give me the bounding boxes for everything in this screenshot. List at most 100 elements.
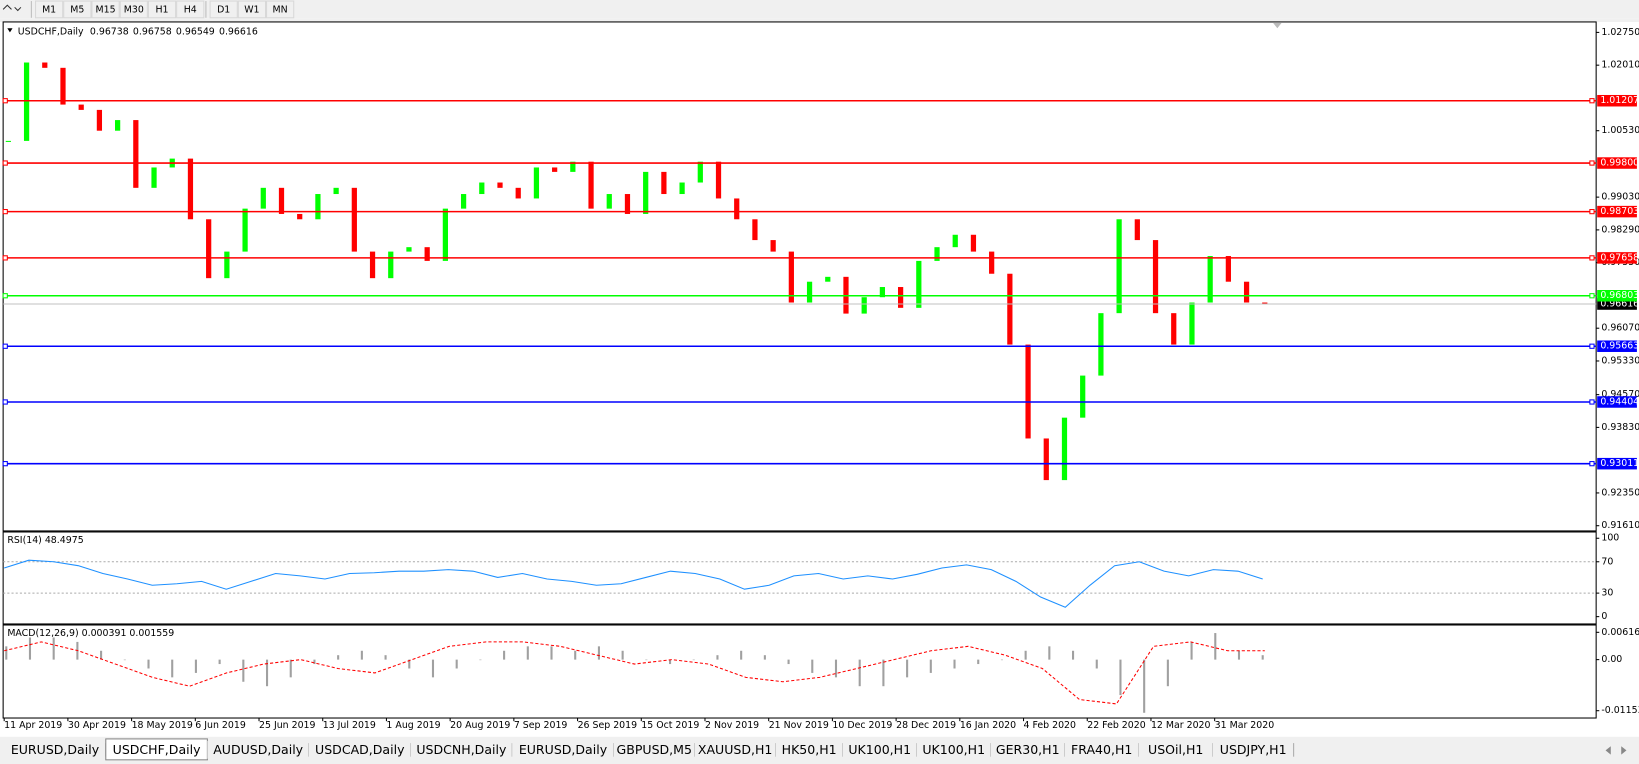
timeframe-label[interactable]: H4 [184,4,197,15]
macd-bar [621,650,624,660]
macd-bar [1166,659,1169,687]
tab[interactable] [990,741,1065,759]
y-tick-label: 0.95330 [1601,355,1639,366]
candle [1061,417,1068,481]
macd-bar [526,646,529,660]
candle [260,187,266,209]
candle [552,167,558,172]
tab[interactable] [842,741,917,759]
rsi-pane [2,531,1597,625]
candle [697,161,703,183]
tab[interactable] [775,741,843,759]
tab[interactable] [1064,741,1139,759]
candle [734,198,740,220]
macd-bar [1214,633,1217,660]
tab[interactable] [613,741,695,759]
level-handle [1589,160,1595,166]
timeframe-label[interactable]: H1 [155,4,168,15]
high: 0.96758 [133,26,172,37]
level-label-box [1597,94,1637,107]
timeframe-label[interactable]: M1 [42,4,56,15]
macd-bar [100,650,103,660]
toolbar-icon[interactable] [2,4,22,12]
timeframe-label[interactable]: MN [273,4,288,15]
candle [1225,256,1231,282]
tab[interactable] [410,741,513,759]
timeframe-button[interactable] [35,0,64,19]
timeframe-button[interactable] [119,0,148,19]
level-handle [2,160,8,166]
candle [460,194,467,209]
timeframe-label[interactable]: W1 [244,4,259,15]
candle [1152,240,1159,314]
macd-bar [597,646,600,660]
tab[interactable] [916,741,991,759]
tab-label[interactable]: UK100,H1 [848,742,911,757]
candle [369,251,376,279]
level-handle [1589,343,1595,349]
timeframe-button[interactable] [63,0,92,19]
timeframe-button[interactable] [266,0,295,19]
candle [1080,375,1086,418]
y-tick-label: -0.011531 [1601,705,1639,716]
macd-bar [1048,646,1051,660]
tab-label[interactable]: EURUSD,Daily [11,742,100,757]
y-tick-label: 1.02750 [1601,27,1639,38]
spacer [0,18,1639,22]
timeframe-button[interactable] [176,0,205,19]
current-price-label: 0.96616 [1600,299,1639,310]
tab-label[interactable]: GER30,H1 [996,742,1060,757]
candle [897,287,904,308]
low: 0.96549 [176,26,215,37]
tab[interactable] [308,741,411,759]
tab-label[interactable]: HK50,H1 [782,742,837,757]
tab-label[interactable]: UK100,H1 [922,742,985,757]
timeframe-label[interactable]: M15 [96,4,116,15]
macd-bar [123,659,126,661]
tab-label[interactable]: AUDUSD,Daily [213,742,303,757]
tab[interactable] [1212,741,1294,759]
tab-label[interactable]: EURUSD,Daily [519,742,608,757]
macd-bar [834,659,838,678]
y-tick-label: 0.94570 [1601,389,1639,400]
open: 0.96738 [90,26,129,37]
tab-label[interactable]: XAUUSD,H1 [698,742,772,757]
timeframe-button[interactable] [147,0,177,19]
tab-label[interactable]: GBPUSD,M5 [617,742,692,757]
macd-pane [2,624,1597,719]
level-handle [1589,461,1595,467]
timeframe-label[interactable]: M30 [124,4,144,15]
candle [934,247,940,261]
timeframe-label[interactable]: M5 [70,4,84,15]
close: 0.96616 [219,26,258,37]
tab[interactable] [512,741,614,759]
candle [406,247,412,252]
collapse-arrow[interactable] [7,28,13,33]
timeframe-button[interactable] [209,0,238,19]
tab-label[interactable]: USDCNH,Daily [416,742,507,757]
tab-scroll[interactable] [1605,746,1627,755]
candle [952,234,958,248]
timeframe-button[interactable] [237,0,267,19]
macd-bar [811,659,814,673]
timeframe-button[interactable] [91,0,120,19]
tab-label[interactable]: USOil,H1 [1148,742,1203,757]
tab[interactable] [207,741,309,759]
timeframe-label[interactable]: D1 [217,4,230,15]
tab-label[interactable]: USDJPY,H1 [1220,742,1287,757]
candle [115,120,121,131]
tab-label[interactable]: FRA40,H1 [1071,742,1132,757]
x-tick-label: 21 Nov 2019 [769,720,829,731]
tab[interactable] [1138,741,1213,759]
tab-label[interactable]: USDCAD,Daily [315,742,405,757]
tab-label[interactable]: USDCHF,Daily [113,742,201,757]
y-tick-label: 0.96070 [1601,323,1639,334]
tab[interactable] [4,741,106,759]
y-tick-label: 1.02010 [1601,60,1639,71]
macd-label: MACD(12,26,9) 0.000391 0.001559 [7,628,174,639]
chart-header: USDCHF,Daily 0.96738 0.96758 0.96549 0.96616 [18,26,258,37]
macd-bar [479,659,482,661]
y-tick-label: 70 [1601,556,1613,567]
macd-bar [147,659,150,669]
tab[interactable] [694,741,776,759]
